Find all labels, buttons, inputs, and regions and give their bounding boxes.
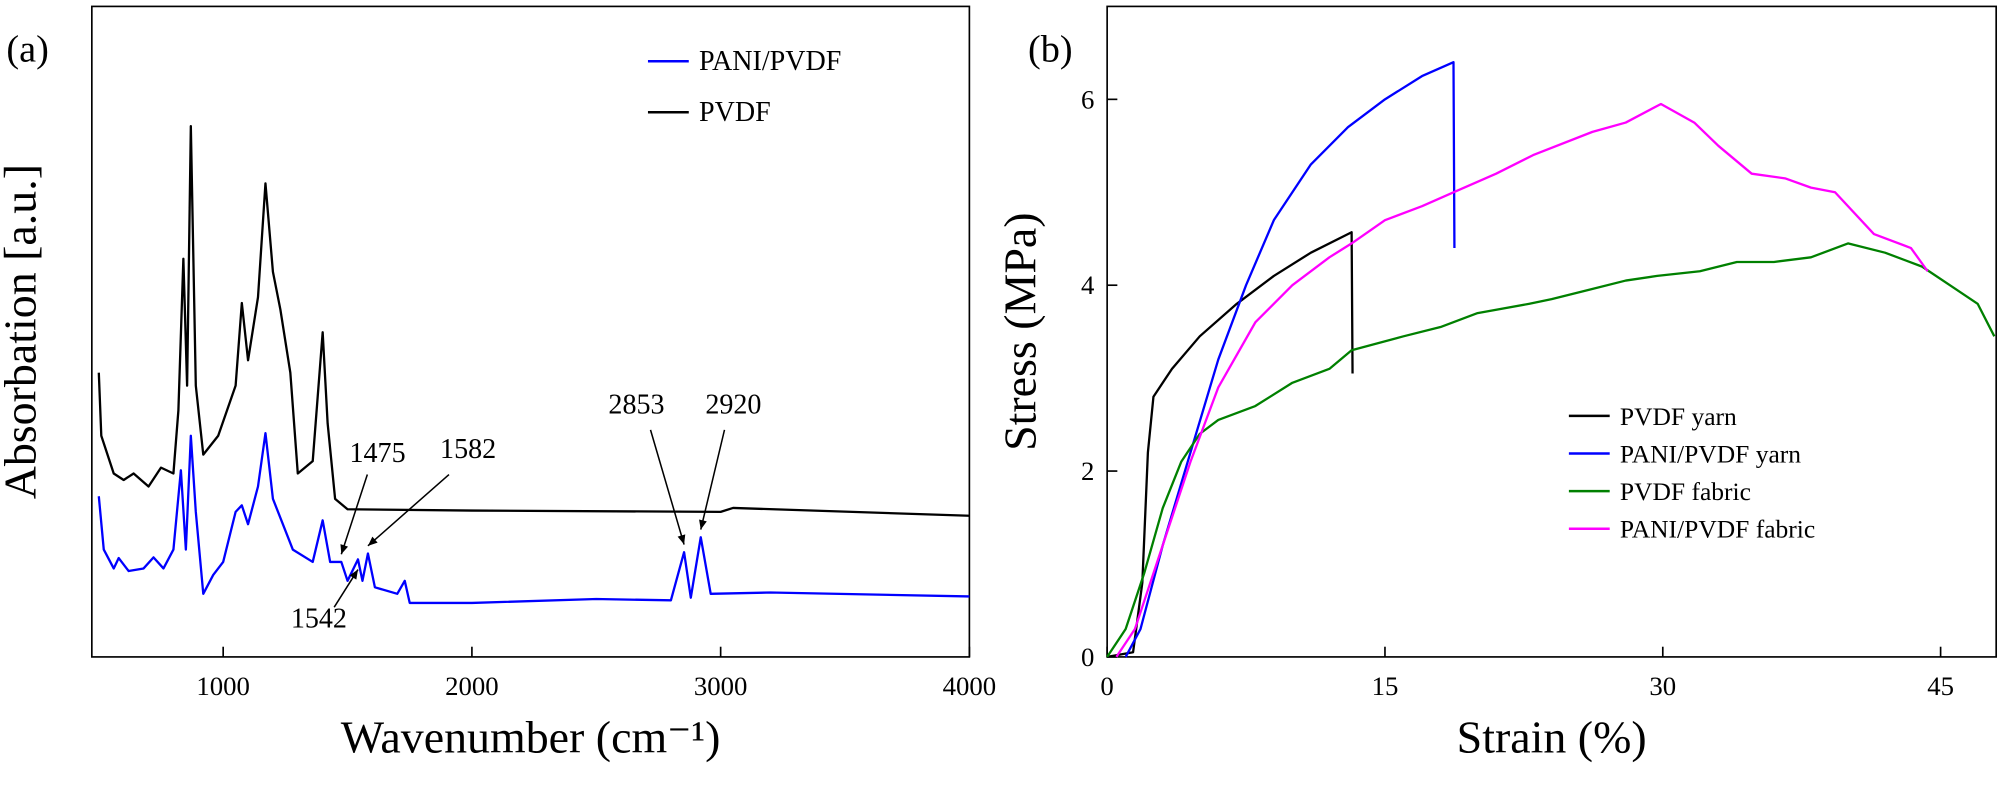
- series-line: [97, 124, 970, 517]
- peak-label: 1542: [291, 604, 347, 635]
- x-tick-label: 30: [1649, 671, 1676, 701]
- legend-label: PVDF: [699, 97, 771, 128]
- x-tick-label: 1000: [196, 671, 250, 701]
- legend-label: PANI/PVDF: [699, 46, 841, 77]
- peak-label: 1475: [350, 438, 406, 469]
- peak-arrow: [649, 429, 685, 545]
- x-tick-label: 3000: [694, 671, 748, 701]
- x-axis-title: Wavenumber (cm⁻¹): [341, 712, 721, 763]
- legend-label: PVDF fabric: [1620, 477, 1751, 506]
- y-tick-label: 0: [1081, 642, 1094, 672]
- arrow-head: [340, 544, 349, 555]
- arrow-head: [677, 534, 686, 545]
- series-line: [1124, 61, 1456, 658]
- series-line: [1115, 102, 1929, 658]
- legend-label: PANI/PVDF yarn: [1620, 439, 1801, 468]
- x-tick-label: 0: [1100, 671, 1113, 701]
- plot-frame: [1106, 5, 1998, 658]
- series-line: [1106, 242, 1996, 658]
- arrow-head: [367, 536, 378, 546]
- arrow-head: [699, 519, 707, 530]
- x-tick-label: 45: [1927, 671, 1954, 701]
- peak-arrow: [340, 474, 369, 555]
- x-tick-label: 15: [1372, 671, 1399, 701]
- arrow-head: [349, 569, 358, 580]
- peak-label: 2920: [705, 389, 761, 420]
- y-axis-title: Stress (MPa): [995, 212, 1046, 450]
- peak-label: 2853: [608, 389, 664, 420]
- peak-arrow: [367, 473, 450, 547]
- x-tick-label: 4000: [943, 671, 997, 701]
- y-tick-label: 2: [1081, 456, 1094, 486]
- legend-label: PANI/PVDF fabric: [1620, 515, 1815, 544]
- x-axis-title: Strain (%): [1457, 712, 1647, 763]
- panel-label: (b): [1028, 28, 1073, 70]
- plot-frame: [91, 5, 971, 658]
- series-line: [1106, 231, 1354, 659]
- legend-label: PVDF yarn: [1620, 402, 1737, 431]
- y-tick-label: 4: [1081, 270, 1094, 300]
- panel-label: (a): [6, 28, 48, 70]
- y-axis-title: Absorbation [a.u.]: [0, 164, 46, 499]
- series-line: [97, 432, 970, 605]
- y-tick-label: 6: [1081, 84, 1094, 114]
- x-tick-label: 2000: [445, 671, 499, 701]
- peak-label: 1582: [440, 434, 496, 465]
- peak-arrow: [700, 429, 726, 530]
